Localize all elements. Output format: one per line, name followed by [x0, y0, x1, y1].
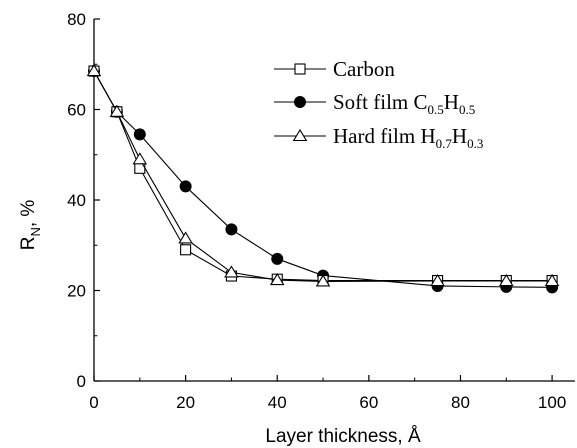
- data-point: [430, 273, 445, 287]
- data-point: [225, 223, 238, 236]
- legend-label: Soft film C0.5H0.5: [333, 90, 475, 117]
- legend-label: Hard film H0.7H0.3: [333, 124, 483, 151]
- data-point: [271, 252, 284, 265]
- x-tick-label: 100: [538, 393, 566, 412]
- data-point: [315, 274, 331, 287]
- series-line: [93, 70, 553, 283]
- data-point: [179, 180, 192, 193]
- data-point: [133, 128, 146, 141]
- y-tick-label: 40: [67, 191, 86, 210]
- series-filled-circle: [88, 65, 559, 294]
- y-axis-title-tail: , %: [18, 200, 39, 228]
- series-open-triangle: [86, 63, 560, 287]
- legend-marker: [294, 63, 306, 75]
- x-tick-label: 20: [176, 393, 195, 412]
- data-point: [180, 244, 192, 256]
- legend: Carbon Soft film C0.5H0.5 Hard film H0.7H0…: [274, 57, 483, 151]
- y-tick-label: 80: [67, 10, 86, 29]
- data-point: [544, 273, 560, 287]
- y-axis-title-sub: N: [28, 227, 43, 236]
- y-tick-label: 60: [67, 101, 86, 120]
- series-line: [93, 70, 553, 288]
- data-point: [178, 231, 193, 244]
- x-tick-label: 80: [451, 393, 470, 412]
- series-open-square: [88, 65, 558, 287]
- data-point: [499, 273, 514, 287]
- svg-text:RN, %: RN, %: [18, 200, 43, 251]
- y-axis-title: RN, %: [18, 200, 43, 251]
- legend-entry: Hard film H0.7H0.3: [274, 124, 483, 151]
- x-tick-label: 60: [359, 393, 378, 412]
- data-point: [224, 265, 239, 278]
- x-tick-label: 0: [89, 393, 98, 412]
- ticks: 0 20 40 60 80 100 0 20 40 60 80: [67, 10, 566, 412]
- data-point: [132, 152, 148, 165]
- y-axis-title-main: R: [18, 237, 39, 251]
- y-tick-label: 20: [67, 282, 86, 301]
- data-point: [109, 104, 125, 117]
- series-layer: [86, 63, 560, 294]
- data-point: [269, 273, 285, 286]
- legend-marker: [294, 96, 306, 108]
- data-point: [86, 63, 102, 77]
- legend-marker: [292, 128, 308, 142]
- x-axis-title: Layer thickness, Å: [265, 426, 421, 447]
- legend-entry: Soft film C0.5H0.5: [274, 90, 475, 117]
- x-tick-label: 40: [268, 393, 287, 412]
- legend-label: Carbon: [333, 57, 395, 81]
- legend-entry: Carbon: [274, 57, 395, 81]
- y-tick-label: 0: [77, 372, 86, 391]
